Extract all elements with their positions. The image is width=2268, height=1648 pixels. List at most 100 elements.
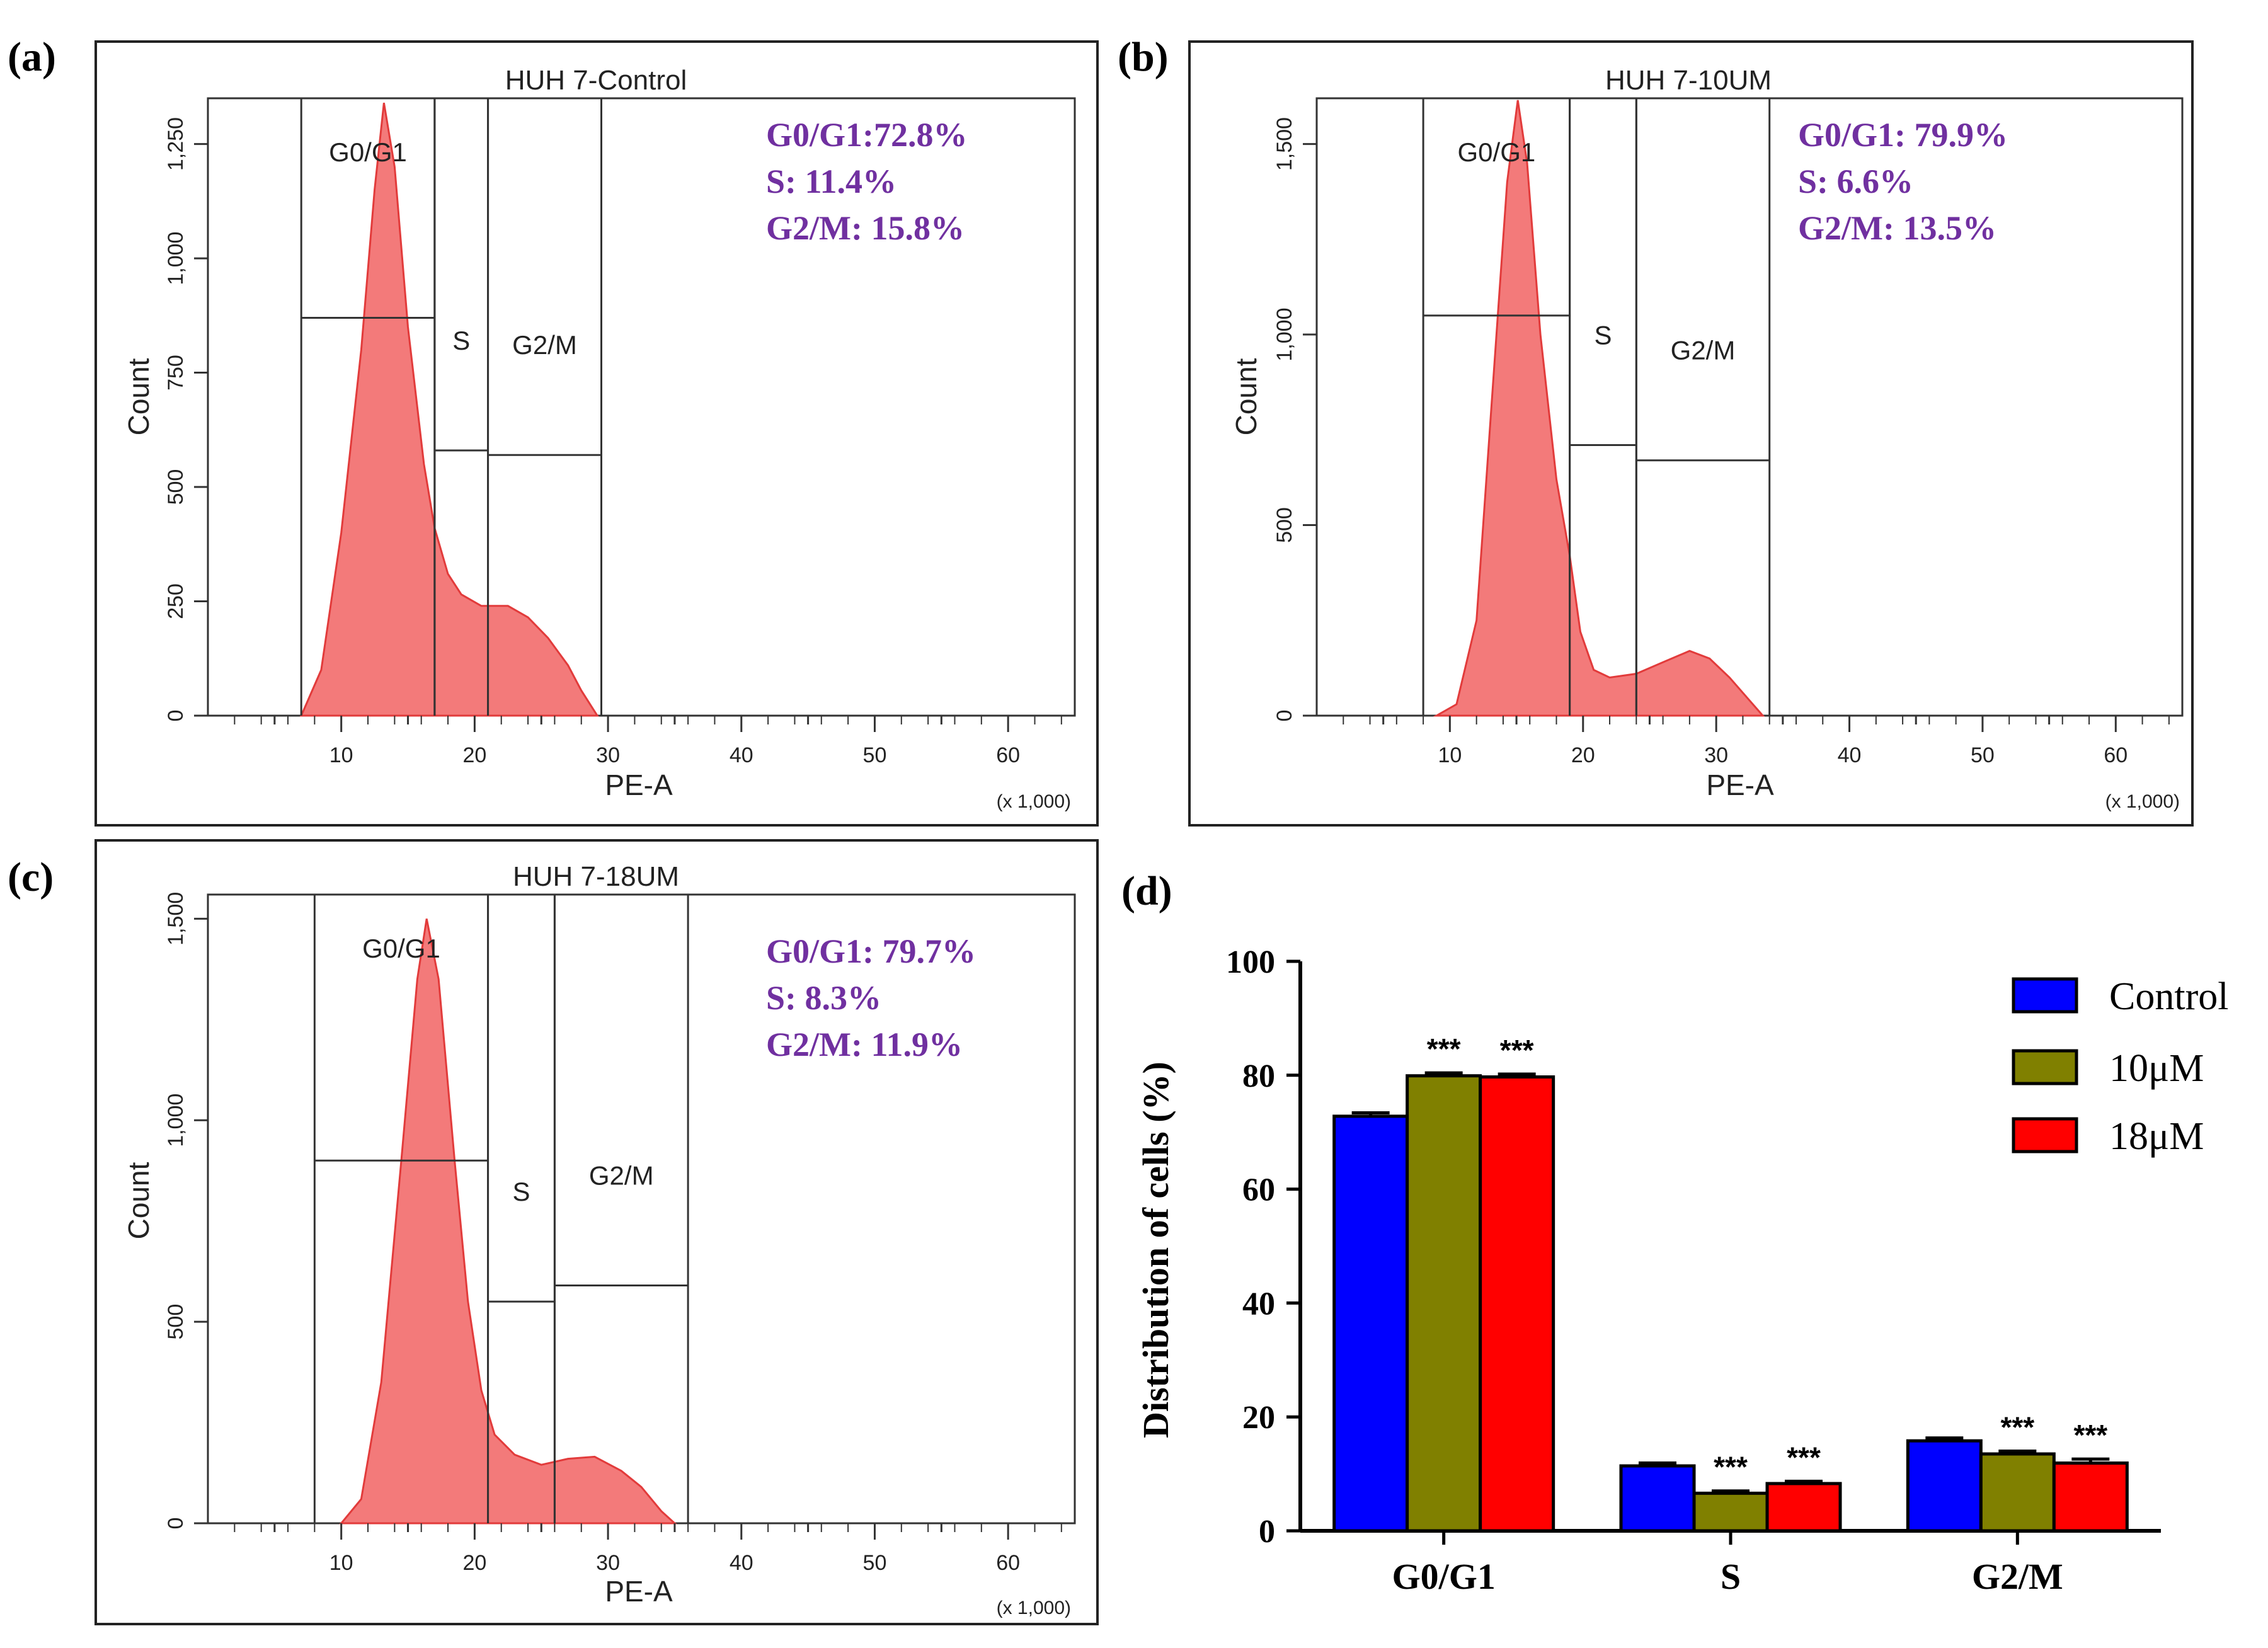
hist-0-y-tick-label: 750	[164, 355, 188, 391]
hist-1-y-tick-label: 0	[1273, 710, 1297, 722]
hist-0-y-tick-label: 1,000	[164, 232, 188, 285]
bar-y-tick-label: 40	[1242, 1286, 1275, 1322]
hist-2-x-tick-label: 40	[730, 1551, 753, 1575]
hist-1-y-tick-label: 1,500	[1273, 117, 1297, 171]
flow-histogram-panel-b: (b) HUH 7-10UM G0/G1 S G2/M 10 20 30 40 50 60 0 50…	[1118, 34, 2194, 827]
panel-a-label: (a)	[8, 34, 56, 80]
panel-b-g0g1-percent: G0/G1: 79.9%	[1798, 116, 2008, 154]
bar-significance-marker: ***	[1714, 1451, 1748, 1484]
panel-c-g0g1-percent: G0/G1: 79.7%	[766, 932, 976, 970]
panel-c-x-axis-label: PE-A	[605, 1575, 673, 1608]
panel-a-title: HUH 7-Control	[505, 65, 687, 96]
bar-y-tick-label: 60	[1242, 1172, 1275, 1208]
hist-2-x-tick-label: 30	[596, 1551, 620, 1575]
panel-d-label: (d)	[1121, 868, 1172, 914]
hist-0-gate-s-label: S	[452, 326, 470, 355]
bar-category-label: G0/G1	[1392, 1556, 1495, 1597]
panel-c-g2m-percent: G2/M: 11.9%	[766, 1026, 963, 1063]
hist-0-histogram-area	[299, 103, 599, 717]
panel-a-g2m-percent: G2/M: 15.8%	[766, 209, 965, 247]
panel-b-x-scale-note: (x 1,000)	[2105, 791, 2180, 812]
hist-0-x-tick-label: 40	[730, 743, 753, 767]
panel-b-x-axis-label: PE-A	[1706, 769, 1774, 801]
hist-2-y-tick-label: 0	[164, 1518, 188, 1530]
hist-1-x-tick-label: 20	[1571, 743, 1595, 767]
panel-a-s-percent: S: 11.4%	[766, 163, 896, 200]
flow-histogram-panel-a: (a) HUH 7-Control G0/G1 S G2/M 10 20 30 40 50 60…	[8, 34, 1099, 827]
bar-10m-g0g1	[1406, 1074, 1482, 1533]
hist-1-y-tick-label: 1,000	[1273, 308, 1297, 362]
panel-b-plot: G0/G1 S G2/M 10 20 30 40 50 60 0 500 1,000 1,500	[1273, 97, 2184, 767]
hist-0-x-tick-label: 20	[462, 743, 486, 767]
hist-1-x-tick-label: 40	[1838, 743, 1862, 767]
hist-1-histogram-area	[1433, 100, 1765, 717]
panel-b-frame	[1188, 40, 2194, 827]
bar-18m-s	[1765, 1482, 1842, 1533]
hist-1-gate-g2m-label: G2/M	[1671, 336, 1736, 365]
panel-d-legend: Control 10μM 18μM	[2012, 975, 2228, 1158]
bar-y-tick-label: 20	[1242, 1400, 1275, 1436]
bar-18m-g0g1	[1479, 1075, 1555, 1533]
hist-1-x-tick-label: 10	[1438, 743, 1462, 767]
hist-2-x-tick-label: 50	[863, 1551, 887, 1575]
hist-2-x-tick-label: 20	[462, 1551, 486, 1575]
panel-c-s-percent: S: 8.3%	[766, 979, 881, 1017]
legend-label-18um: 18μM	[2109, 1115, 2204, 1158]
bar-significance-marker: ***	[1427, 1033, 1461, 1065]
hist-1-x-tick-label: 30	[1704, 743, 1728, 767]
bar-18m-g2m	[2052, 1461, 2129, 1533]
panel-d-plot: 0 20 40 60 80 100 G0/G1 *** *** S *** *** G2/M *** ***	[1226, 944, 2161, 1597]
legend-swatch-18um	[2012, 1117, 2078, 1153]
panel-b-y-axis-label: Count	[1230, 358, 1263, 435]
hist-2-gate-g2m-label: G2/M	[589, 1161, 654, 1191]
bar-10m-s	[1692, 1491, 1769, 1533]
legend-swatch-control	[2012, 977, 2078, 1014]
hist-2-gate-g0g1-label: G0/G1	[362, 934, 440, 963]
hist-0-y-tick-label: 250	[164, 583, 188, 619]
hist-0-x-tick-label: 50	[863, 743, 887, 767]
bar-y-tick-label: 0	[1259, 1514, 1275, 1550]
panel-c-label: (c)	[8, 854, 54, 900]
legend-swatch-10um	[2012, 1049, 2078, 1085]
panel-b-title: HUH 7-10UM	[1605, 65, 1772, 96]
hist-1-plot-frame	[1315, 97, 2184, 717]
panel-a-x-axis-label: PE-A	[605, 769, 673, 801]
panel-c-y-axis-label: Count	[122, 1162, 155, 1239]
hist-1-gate-s-label: S	[1594, 320, 1612, 350]
hist-0-y-tick-label: 500	[164, 469, 188, 505]
panel-a-g0g1-percent: G0/G1:72.8%	[766, 116, 968, 154]
hist-2-x-tick-label: 60	[996, 1551, 1020, 1575]
hist-2-histogram-area	[339, 918, 677, 1525]
panel-b-s-percent: S: 6.6%	[1798, 163, 1913, 200]
hist-0-plot-frame	[207, 97, 1076, 717]
bar-significance-marker: ***	[2000, 1411, 2034, 1443]
panel-c-title: HUH 7-18UM	[513, 861, 679, 892]
bar-control-g2m	[1906, 1439, 1983, 1533]
hist-1-gate-g0g1-label: G0/G1	[1458, 137, 1536, 167]
bar-control-g0g1	[1332, 1114, 1409, 1533]
bar-significance-marker: ***	[2073, 1419, 2107, 1451]
legend-label-10um: 10μM	[2109, 1047, 2204, 1090]
hist-2-x-tick-label: 10	[329, 1551, 353, 1575]
panel-a-plot: G0/G1 S G2/M 10 20 30 40 50 60 0 250 500 750 1,000 1,2…	[164, 97, 1076, 767]
hist-2-plot-frame	[207, 893, 1076, 1525]
bar-chart-panel-d: (d) Distribution of cells (%) 0 20 40 60 80 1…	[1121, 868, 2228, 1597]
panel-b-label: (b)	[1118, 34, 1169, 80]
hist-2-y-tick-label: 1,500	[164, 892, 188, 946]
hist-2-gate-s-label: S	[512, 1177, 530, 1206]
bar-y-tick-label: 100	[1226, 944, 1275, 980]
panel-a-x-scale-note: (x 1,000)	[997, 791, 1071, 812]
panel-d-y-axis-label: Distribution of cells (%)	[1135, 1061, 1176, 1438]
hist-0-gate-g2m-label: G2/M	[512, 330, 577, 360]
bar-significance-marker: ***	[1500, 1034, 1534, 1067]
panel-b-g2m-percent: G2/M: 13.5%	[1798, 209, 1996, 247]
bar-category-label: G2/M	[1972, 1556, 2063, 1597]
hist-0-y-tick-label: 1,250	[164, 117, 188, 171]
hist-1-x-tick-label: 50	[1971, 743, 1995, 767]
hist-0-x-tick-label: 60	[996, 743, 1020, 767]
hist-0-y-tick-label: 0	[164, 710, 188, 722]
panel-a-y-axis-label: Count	[122, 358, 155, 435]
panel-c-frame	[94, 839, 1099, 1625]
legend-label-control: Control	[2109, 975, 2228, 1018]
